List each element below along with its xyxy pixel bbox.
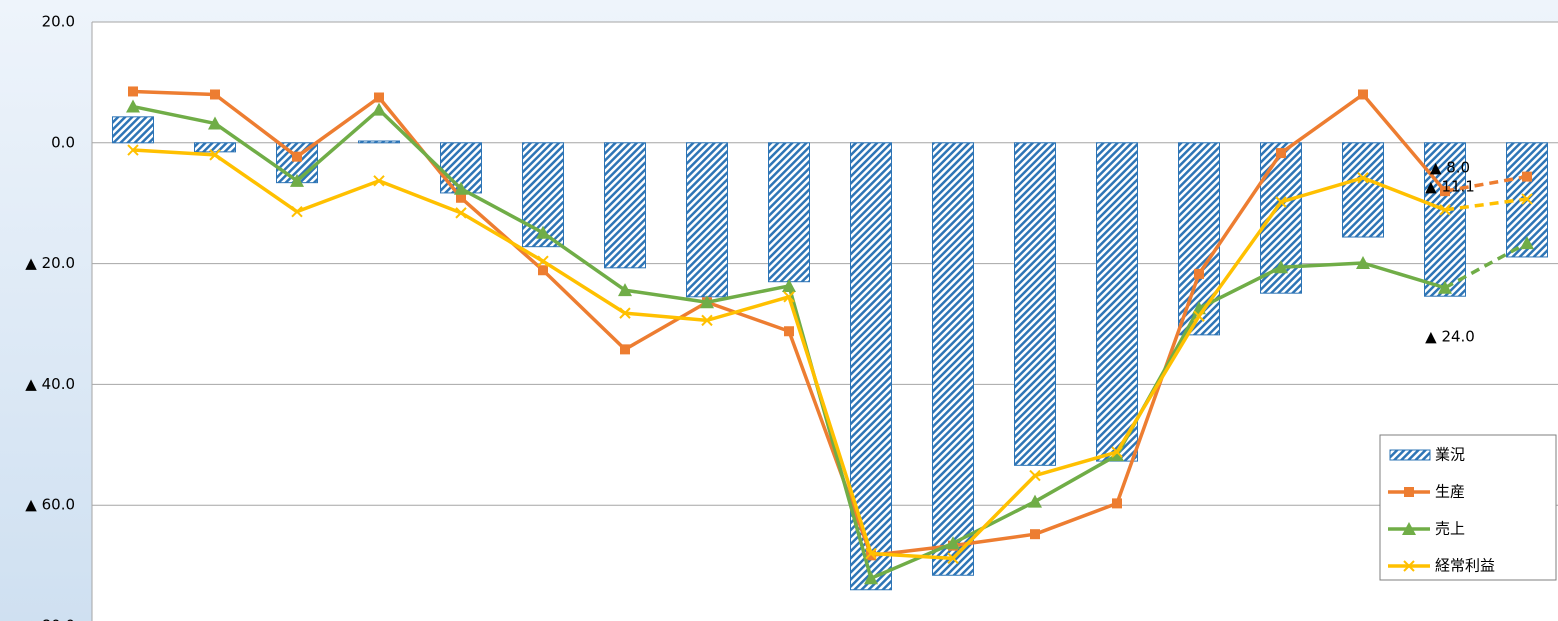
marker [700,295,714,309]
marker [454,181,468,195]
data-label: ▲ 11.1 [1425,177,1475,195]
marker [291,205,303,218]
marker [619,307,631,319]
bar [686,142,728,298]
legend-label: 経常利益 [1435,557,1495,575]
marker [1522,171,1532,182]
marker [455,207,467,219]
marker [292,151,302,162]
y-tick-label: ▲ 80.0 [25,617,75,621]
marker [1111,446,1123,458]
marker [1358,89,1368,100]
marker [126,99,140,113]
bar [932,142,974,576]
marker [1403,560,1415,572]
bar [358,140,400,144]
y-tick-label: ▲ 40.0 [25,375,75,393]
marker [1438,280,1452,294]
bar [1014,142,1056,466]
bar [1424,142,1466,297]
marker [1276,148,1286,159]
marker [1193,310,1205,322]
marker [701,314,713,327]
legend-label: 売上 [1435,520,1465,538]
marker [782,278,796,292]
y-tick-label: ▲ 60.0 [25,496,75,514]
bar [1096,142,1138,462]
y-tick-label: 0.0 [51,133,75,151]
marker [128,86,138,97]
line [1444,197,1528,212]
marker [1439,204,1451,216]
marker [1029,469,1041,482]
marker [1028,494,1042,508]
bar [1342,142,1384,238]
marker [1274,260,1288,274]
legend-label: 生産 [1435,483,1465,501]
legend-label: 業況 [1435,446,1465,464]
marker [456,192,466,203]
y-tick-label: 20.0 [42,13,75,31]
plot-area [92,22,1558,621]
y-tick-label: ▲ 20.0 [25,254,75,272]
marker [1194,268,1204,279]
marker [1404,487,1414,497]
marker [209,149,221,161]
legend-swatch [1389,449,1431,461]
marker [865,547,877,560]
marker [866,550,876,561]
marker [538,265,548,276]
marker [1521,193,1533,205]
marker [536,225,550,239]
marker [946,536,960,550]
marker [618,283,632,297]
marker [783,291,795,303]
marker [864,571,878,585]
bar [112,116,154,144]
marker [784,326,794,337]
bar [604,142,646,269]
marker [290,173,304,187]
marker [127,144,139,156]
marker [210,89,220,100]
marker [537,255,549,267]
marker [372,102,386,116]
marker [1402,522,1416,535]
bar [194,142,236,153]
marker [1112,498,1122,509]
data-label: ▲ 8.0 [1430,159,1470,177]
marker [620,344,630,355]
marker [374,92,384,103]
data-label: ▲ 24.0 [1425,327,1475,345]
marker [947,552,959,565]
marker [1356,255,1370,269]
marker [1110,448,1124,462]
marker [1520,236,1534,250]
marker [373,175,385,187]
marker [1030,529,1040,540]
marker [1440,186,1450,197]
line [1444,241,1528,290]
bar [768,142,810,283]
marker [1357,172,1369,184]
marker [208,116,222,130]
marker [1275,196,1287,208]
